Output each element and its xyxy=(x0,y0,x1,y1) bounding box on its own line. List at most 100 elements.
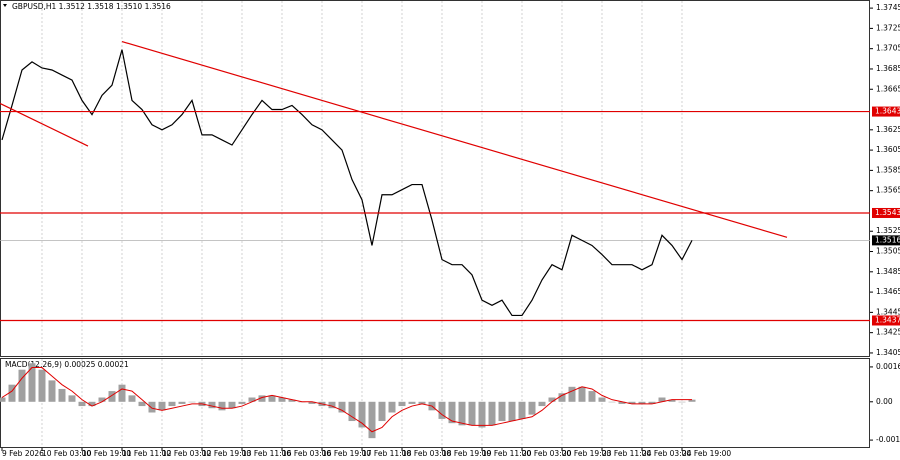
macd-bar xyxy=(288,399,296,402)
macd-bar xyxy=(328,401,336,409)
level-label-box xyxy=(872,315,900,326)
price-panel xyxy=(0,0,870,357)
macd-bar xyxy=(28,363,36,402)
y-tick-label: 1.3565 xyxy=(876,186,900,195)
y-tick-label: 1.3605 xyxy=(876,145,900,154)
macd-bar xyxy=(448,401,456,424)
macd-bar xyxy=(358,401,366,428)
x-tick-label: 16 Feb 03:00 xyxy=(282,449,331,458)
macd-bar xyxy=(188,401,196,403)
macd-bar xyxy=(148,401,156,413)
macd-bar xyxy=(338,401,346,413)
macd-bar xyxy=(228,401,236,409)
y-tick-label: 1.3685 xyxy=(876,64,900,73)
macd-bar xyxy=(98,397,106,402)
y-tick-label: 0.00163 xyxy=(876,362,900,371)
x-tick-label: 24 Feb 19:00 xyxy=(682,449,731,458)
x-tick-label: 24 Feb 03:00 xyxy=(642,449,691,458)
x-tick-label: 18 Feb 19:00 xyxy=(442,449,491,458)
macd-bar xyxy=(238,401,246,404)
macd-bar xyxy=(538,401,546,407)
macd-bar xyxy=(498,401,506,422)
macd-bar xyxy=(688,399,696,402)
x-tick-label: 13 Feb 11:00 xyxy=(242,449,291,458)
y-tick-label: 1.3705 xyxy=(876,44,900,53)
x-tick-label: 12 Feb 03:00 xyxy=(162,449,211,458)
macd-bar xyxy=(558,393,566,402)
price-label: 1.3516 xyxy=(875,235,900,244)
macd-bar xyxy=(588,391,596,402)
x-tick-label: 10 Feb 19:00 xyxy=(82,449,131,458)
macd-bar xyxy=(88,401,96,407)
macd-bar xyxy=(8,384,16,402)
macd-bar xyxy=(48,380,56,402)
macd-bar xyxy=(398,401,406,407)
price-label-box xyxy=(872,235,900,246)
macd-bar xyxy=(628,401,636,404)
macd-bar xyxy=(178,401,186,404)
macd-bar xyxy=(408,401,416,404)
macd-bar xyxy=(508,401,516,422)
y-tick-label: 1.3465 xyxy=(876,287,900,296)
macd-bar xyxy=(138,401,146,407)
menu-icon xyxy=(3,4,7,7)
macd-bar xyxy=(118,384,126,402)
signal-line xyxy=(1,367,692,433)
macd-bar xyxy=(678,401,686,403)
macd-bar xyxy=(168,401,176,407)
macd-bar xyxy=(438,401,446,419)
y-tick-label: 1.3725 xyxy=(876,23,900,32)
level-label-box xyxy=(872,207,900,218)
macd-bar xyxy=(0,397,6,402)
macd-bar xyxy=(488,401,496,426)
macd-bar xyxy=(598,397,606,402)
y-tick-label: 1.3425 xyxy=(876,328,900,337)
y-tick-label: 1.3445 xyxy=(876,307,900,316)
macd-bar xyxy=(658,397,666,402)
macd-bar xyxy=(38,369,46,402)
macd-bar xyxy=(248,397,256,402)
x-tick-label: 17 Feb 11:00 xyxy=(362,449,411,458)
y-tick-label: 1.3745 xyxy=(876,3,900,12)
macd-bar xyxy=(368,401,376,439)
macd-bar xyxy=(218,401,226,411)
price-line xyxy=(1,49,693,317)
macd-bar xyxy=(528,401,536,415)
y-tick-label: 1.3485 xyxy=(876,267,900,276)
y-tick-label: 1.3625 xyxy=(876,125,900,134)
macd-bar xyxy=(578,386,586,402)
x-tick-label: 18 Feb 03:00 xyxy=(402,449,451,458)
macd-bar xyxy=(648,401,656,404)
macd-bar xyxy=(278,397,286,402)
macd-bar xyxy=(608,401,616,403)
x-tick-label: 10 Feb 03:00 xyxy=(42,449,91,458)
y-tick-label: 1.3405 xyxy=(876,348,900,357)
macd-bar xyxy=(258,395,266,402)
y-tick-label: -0.00179 xyxy=(876,435,900,444)
macd-bar xyxy=(208,401,216,409)
macd-bar xyxy=(668,399,676,402)
x-tick-label: 20 Feb 19:00 xyxy=(562,449,611,458)
macd-bar xyxy=(18,369,26,402)
macd-bar xyxy=(268,395,276,402)
macd-bar xyxy=(378,401,386,422)
x-tick-label: 23 Feb 11:00 xyxy=(602,449,651,458)
macd-bar xyxy=(388,401,396,413)
macd-bar xyxy=(308,401,316,404)
x-tick-label: 12 Feb 19:00 xyxy=(202,449,251,458)
macd-bar xyxy=(108,391,116,402)
macd-bar xyxy=(158,401,166,411)
macd-bar xyxy=(618,401,626,404)
macd-bar xyxy=(518,401,526,419)
level-label: 1.3643 xyxy=(875,107,900,116)
macd-bar xyxy=(68,395,76,402)
macd-bar xyxy=(128,395,136,402)
trend-line xyxy=(0,102,89,147)
macd-bar xyxy=(78,401,86,407)
macd-bar xyxy=(348,401,356,422)
y-tick-label: 1.3505 xyxy=(876,247,900,256)
y-tick-label: 0.00 xyxy=(876,397,893,406)
trend-line xyxy=(121,41,788,238)
macd-bar xyxy=(548,397,556,402)
